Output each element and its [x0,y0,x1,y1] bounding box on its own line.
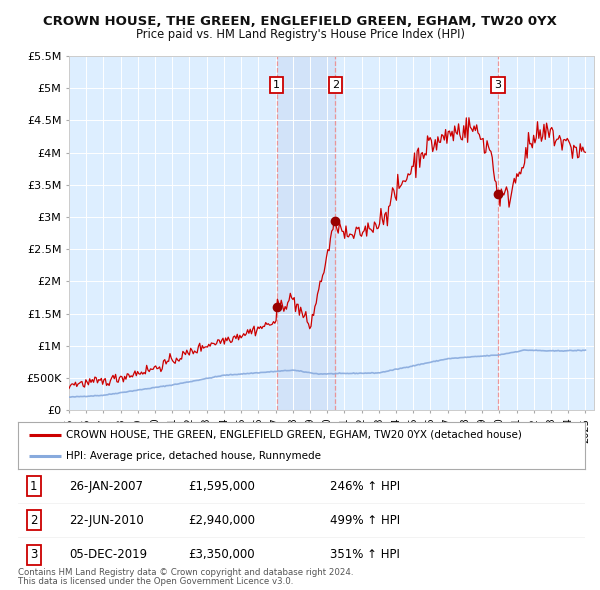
Text: CROWN HOUSE, THE GREEN, ENGLEFIELD GREEN, EGHAM, TW20 0YX (detached house): CROWN HOUSE, THE GREEN, ENGLEFIELD GREEN… [66,430,522,440]
Text: 05-DEC-2019: 05-DEC-2019 [69,548,147,561]
Text: £1,595,000: £1,595,000 [188,480,255,493]
Text: £3,350,000: £3,350,000 [188,548,255,561]
Text: 1: 1 [30,480,38,493]
Text: £2,940,000: £2,940,000 [188,514,255,527]
Text: Price paid vs. HM Land Registry's House Price Index (HPI): Price paid vs. HM Land Registry's House … [136,28,464,41]
Text: 2: 2 [30,514,38,527]
Text: 3: 3 [494,80,502,90]
Text: 499% ↑ HPI: 499% ↑ HPI [330,514,400,527]
Text: 351% ↑ HPI: 351% ↑ HPI [330,548,400,561]
Text: 22-JUN-2010: 22-JUN-2010 [69,514,144,527]
Text: 1: 1 [273,80,280,90]
Bar [277,56,335,410]
Text: 246% ↑ HPI: 246% ↑ HPI [330,480,400,493]
Text: 26-JAN-2007: 26-JAN-2007 [69,480,143,493]
Text: HPI: Average price, detached house, Runnymede: HPI: Average price, detached house, Runn… [66,451,321,461]
Text: Contains HM Land Registry data © Crown copyright and database right 2024.: Contains HM Land Registry data © Crown c… [18,568,353,577]
Text: CROWN HOUSE, THE GREEN, ENGLEFIELD GREEN, EGHAM, TW20 0YX: CROWN HOUSE, THE GREEN, ENGLEFIELD GREEN… [43,15,557,28]
Text: This data is licensed under the Open Government Licence v3.0.: This data is licensed under the Open Gov… [18,578,293,586]
Text: 3: 3 [30,548,38,561]
Text: 2: 2 [332,80,339,90]
